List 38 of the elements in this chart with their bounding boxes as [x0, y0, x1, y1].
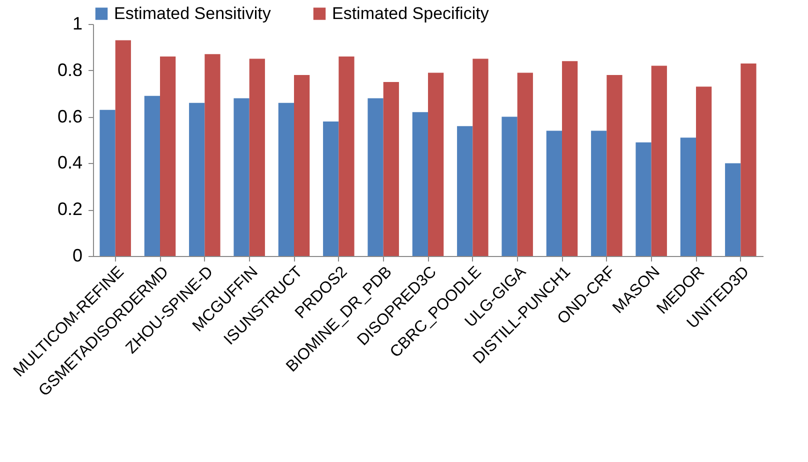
y-tick-label: 0.8 [57, 60, 82, 80]
bar [338, 56, 354, 256]
bar [472, 58, 488, 256]
bar [412, 112, 428, 256]
bar [368, 98, 384, 256]
bar [144, 96, 160, 256]
bar [115, 40, 131, 256]
bar [383, 82, 399, 256]
y-tick-label: 0.2 [57, 199, 82, 220]
bar [546, 130, 562, 256]
y-tick-label: 0.6 [57, 106, 82, 126]
bar [636, 142, 652, 256]
bar [428, 72, 444, 256]
bar [725, 163, 741, 256]
bar [502, 116, 518, 256]
bar [457, 126, 473, 256]
y-tick-label: 0.4 [57, 152, 82, 173]
y-tick-label: 1 [72, 14, 82, 34]
y-tick-label: 0 [72, 246, 82, 266]
bar [189, 102, 205, 256]
bar [740, 63, 756, 256]
bar [234, 98, 250, 256]
bar [517, 72, 533, 256]
legend-label: Estimated Sensitivity [114, 4, 272, 23]
bar [323, 121, 339, 256]
bar [249, 58, 265, 256]
bar [278, 102, 294, 256]
bar [562, 61, 578, 256]
bar [204, 54, 220, 256]
bar [651, 66, 667, 256]
bar [591, 130, 607, 256]
bar [696, 86, 712, 256]
bar [160, 56, 176, 256]
bar [680, 138, 696, 256]
bar [606, 75, 622, 256]
legend-label: Estimated Specificity [332, 4, 490, 23]
bar [100, 110, 116, 256]
bar [294, 75, 310, 256]
